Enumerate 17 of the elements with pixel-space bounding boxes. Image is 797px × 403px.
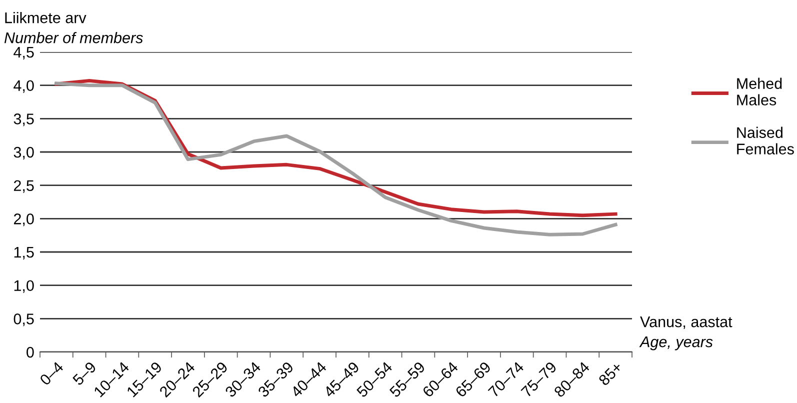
x-tick-label: 85+ bbox=[598, 361, 623, 386]
y-tick-label: 3,5 bbox=[14, 114, 34, 126]
y-tick-label: 2,0 bbox=[14, 214, 34, 226]
y-tick-label: 1,5 bbox=[14, 247, 34, 260]
y-tick-label: 4,0 bbox=[14, 80, 34, 93]
y-tick-label: 0,5 bbox=[14, 314, 34, 326]
y-tick-label: 4,5 bbox=[14, 47, 34, 60]
y-axis-title: Liikmete arv Number of members bbox=[4, 12, 143, 44]
x-tick-label: 5–9 bbox=[72, 361, 97, 386]
x-tick-label: 0–4 bbox=[39, 360, 64, 386]
y-tick-label: 0 bbox=[26, 346, 34, 358]
y-tick-label: 3,0 bbox=[14, 146, 34, 160]
legend-label: Naised Females bbox=[737, 126, 794, 154]
legend-label: Mehed Males bbox=[737, 78, 782, 106]
y-tick-label: 1,0 bbox=[14, 280, 34, 293]
x-axis-title: Vanus, aastat Age, years bbox=[639, 316, 732, 350]
y-tick-label: 2,5 bbox=[14, 180, 34, 193]
